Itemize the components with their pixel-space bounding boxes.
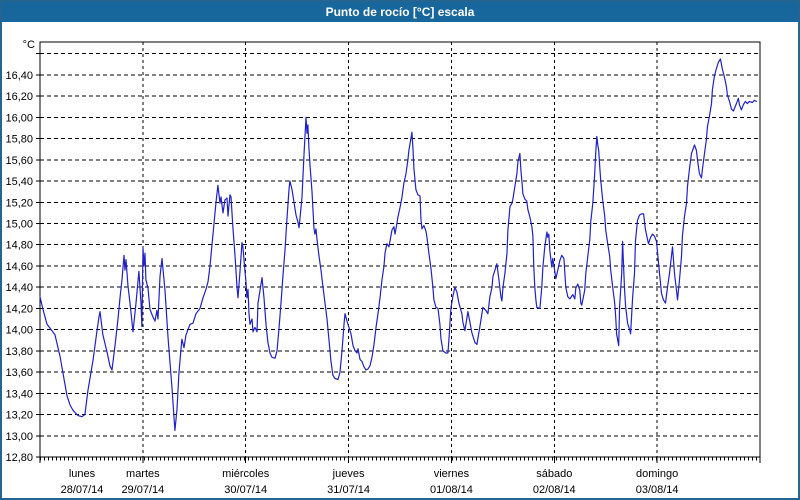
y-tick-label: 15,80 [5,134,33,146]
x-weekday-label: miércoles [222,468,270,480]
y-tick-label: 12,80 [5,452,33,464]
plot-border [39,41,761,458]
x-date-label: 30/07/14 [224,484,267,496]
x-date-label: 31/07/14 [327,484,370,496]
y-tick-label: 14,60 [5,261,33,273]
y-tick-label: 13,60 [5,367,33,379]
x-date-label: 02/08/14 [533,484,576,496]
y-tick-label: 13,20 [5,410,33,422]
dew-point-series-line [39,58,758,432]
x-weekday-label: martes [126,468,160,480]
x-weekday-label: sábado [536,468,572,480]
y-tick-label: 14,20 [5,303,33,315]
y-tick-label: 14,00 [5,325,33,337]
dew-point-line-chart: 16,40 16,20 16,00 15,80 15,60 15,40 15,20 15,00… [5,39,761,496]
y-tick-label: 15,40 [5,176,33,188]
y-tick-label: 15,00 [5,218,33,230]
y-tick-label: 16,40 [5,70,33,82]
title-bar: Punto de rocío [°C] escala [2,2,798,22]
x-weekday-label: domingo [636,468,678,480]
x-weekday-label: viernes [434,468,470,480]
y-tick-label: 14,80 [5,240,33,252]
x-weekday-label: jueves [332,468,365,480]
y-tick-label: 15,60 [5,155,33,167]
x-date-label: 28/07/14 [61,484,104,496]
x-weekday-label: lunes [69,468,96,480]
x-date-label: 29/07/14 [121,484,164,496]
x-date-label: 01/08/14 [430,484,473,496]
y-tick-label: 13,40 [5,388,33,400]
y-tick-label: 14,40 [5,282,33,294]
y-axis-unit-label: °C [23,39,35,51]
y-tick-label: 16,00 [5,112,33,124]
y-tick-label: 16,20 [5,91,33,103]
y-tick-label: 13,00 [5,431,33,443]
x-date-label: 03/08/14 [636,484,679,496]
y-tick-label: 13,80 [5,346,33,358]
y-tick-label: 15,20 [5,197,33,209]
chart-title: Punto de rocío [°C] escala [325,5,475,19]
